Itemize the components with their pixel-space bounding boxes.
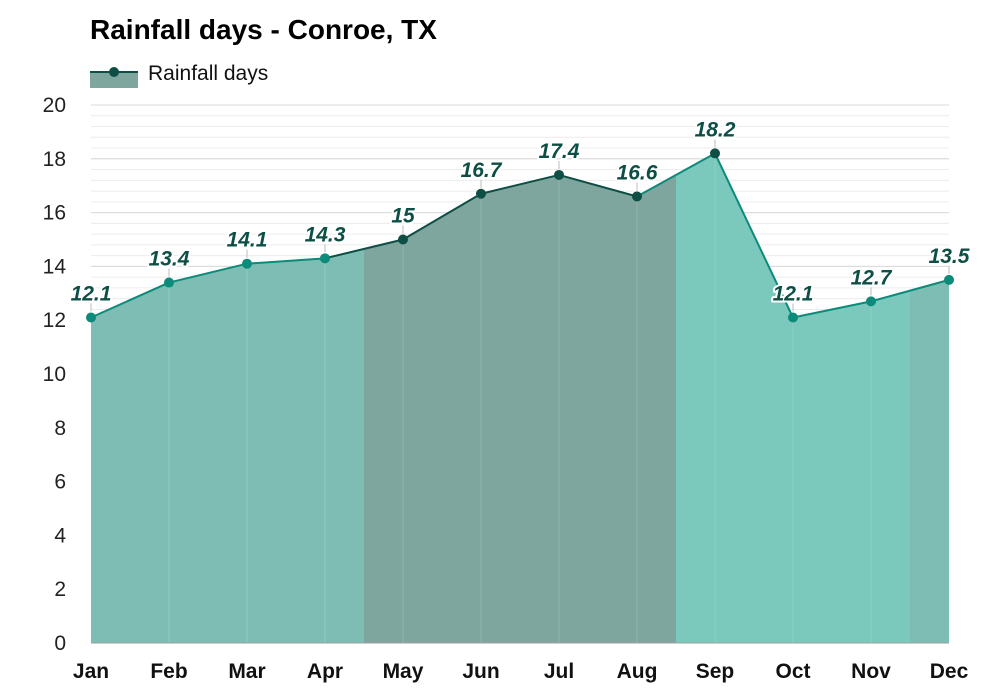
area-segment bbox=[559, 174, 598, 643]
x-tick-label: Oct bbox=[775, 660, 810, 683]
y-tick-label: 6 bbox=[54, 471, 66, 494]
data-point bbox=[788, 312, 798, 323]
y-tick-label: 20 bbox=[43, 94, 66, 117]
data-label: 13.5 bbox=[929, 245, 970, 268]
area-segment bbox=[637, 174, 676, 643]
data-label: 16.6 bbox=[617, 161, 658, 184]
y-tick-label: 0 bbox=[54, 632, 66, 655]
area-segment bbox=[286, 258, 325, 643]
data-point bbox=[242, 258, 252, 269]
series-line-segment bbox=[168, 262, 248, 284]
x-tick-label: Feb bbox=[150, 660, 187, 683]
data-point bbox=[554, 169, 564, 180]
area-fills bbox=[91, 153, 949, 644]
area-segment bbox=[403, 216, 442, 643]
series-line-segment bbox=[792, 300, 872, 319]
series-line-segment bbox=[324, 238, 404, 260]
data-label: 16.7 bbox=[461, 159, 503, 182]
data-label: 18.2 bbox=[695, 118, 736, 141]
area-segment bbox=[442, 193, 481, 643]
series-lines bbox=[90, 152, 950, 319]
y-tick-label: 10 bbox=[43, 363, 66, 386]
area-segment bbox=[325, 248, 364, 644]
data-label: 12.7 bbox=[851, 266, 893, 289]
series-line-segment bbox=[90, 281, 170, 319]
y-tick-label: 14 bbox=[43, 255, 67, 278]
data-point bbox=[944, 274, 954, 285]
series-line-segment bbox=[636, 152, 716, 198]
data-point bbox=[866, 296, 876, 307]
data-label: 14.1 bbox=[227, 229, 268, 252]
series-line-segment bbox=[870, 278, 950, 303]
chart-title: Rainfall days - Conroe, TX bbox=[90, 14, 437, 45]
series-line-segment bbox=[246, 257, 326, 265]
data-point bbox=[710, 148, 720, 159]
data-point bbox=[476, 188, 486, 199]
area-segment bbox=[871, 290, 910, 643]
area-segment bbox=[481, 184, 520, 644]
x-tick-label: Dec bbox=[930, 660, 969, 683]
legend-swatch-icon bbox=[90, 67, 138, 88]
data-label: 13.4 bbox=[149, 248, 190, 271]
series-line-segment bbox=[558, 173, 638, 198]
data-point bbox=[86, 312, 96, 323]
x-tick-label: Jun bbox=[462, 660, 499, 683]
data-point bbox=[632, 191, 642, 202]
y-tick-label: 12 bbox=[43, 309, 66, 332]
data-label: 15 bbox=[391, 205, 415, 228]
area-segment bbox=[130, 282, 169, 643]
x-tick-label: Apr bbox=[307, 660, 343, 683]
y-tick-label: 4 bbox=[54, 524, 66, 547]
data-points bbox=[86, 148, 954, 323]
area-segment bbox=[598, 185, 637, 643]
x-tick-label: Sep bbox=[696, 660, 735, 683]
area-segment bbox=[520, 174, 559, 643]
legend[interactable]: Rainfall days bbox=[90, 60, 268, 88]
area-segment bbox=[793, 309, 832, 643]
x-tick-label: Aug bbox=[617, 660, 658, 683]
legend-label: Rainfall days bbox=[148, 62, 269, 85]
area-segment bbox=[832, 301, 871, 643]
y-tick-label: 16 bbox=[43, 202, 66, 225]
x-tick-label: Mar bbox=[228, 660, 265, 683]
area-segment bbox=[364, 239, 403, 643]
y-tick-label: 18 bbox=[43, 148, 66, 171]
data-label: 12.1 bbox=[71, 283, 112, 306]
data-labels: 12.1 13.4 14.1 14.3 15 16.7 17.4 16.6 18.2 12.1 12… bbox=[69, 116, 972, 312]
axes: 0 2 4 6 8 10 12 14 16 18 20 Jan Feb Mar Apr May Jun Jul Au… bbox=[43, 94, 969, 683]
data-label: 12.1 bbox=[773, 283, 814, 306]
x-tick-label: Jan bbox=[73, 660, 109, 683]
y-tick-label: 2 bbox=[54, 578, 66, 601]
series-line-segment bbox=[402, 192, 482, 241]
area-segment bbox=[247, 261, 286, 643]
data-label: 17.4 bbox=[539, 140, 580, 163]
data-point bbox=[164, 277, 174, 288]
area-segment bbox=[676, 153, 715, 644]
x-tick-label: Nov bbox=[851, 660, 891, 683]
area-segment bbox=[208, 263, 247, 643]
area-segment bbox=[169, 273, 208, 643]
area-segment bbox=[91, 300, 130, 643]
data-point bbox=[398, 234, 408, 245]
series-line-segment bbox=[714, 152, 794, 318]
area-segment bbox=[910, 279, 949, 643]
area-segment bbox=[754, 235, 793, 643]
y-tick-label: 8 bbox=[54, 417, 66, 440]
data-label: 14.3 bbox=[305, 223, 346, 246]
series-line-segment bbox=[480, 173, 560, 195]
x-tick-label: Jul bbox=[544, 660, 574, 683]
data-point bbox=[320, 253, 330, 264]
x-tick-label: May bbox=[383, 660, 424, 683]
area-segment bbox=[715, 153, 754, 644]
